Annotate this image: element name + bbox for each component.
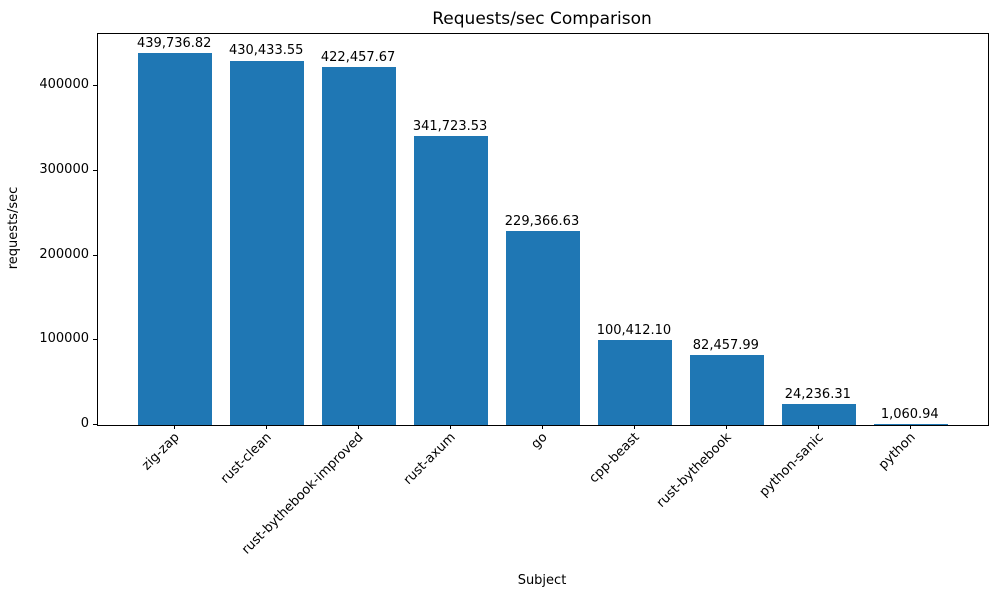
y-tick-label: 100000 (39, 331, 89, 346)
bar (598, 339, 672, 425)
bar (322, 67, 396, 425)
y-axis-tick (93, 255, 97, 256)
x-axis-tick (542, 425, 543, 429)
bar-value-label: 100,412.10 (596, 322, 672, 338)
y-axis-tick (93, 339, 97, 340)
bar-value-label: 341,723.53 (412, 118, 488, 134)
bar (230, 60, 304, 425)
y-axis-tick (93, 170, 97, 171)
bar-value-label: 1,060.94 (880, 407, 939, 422)
bar (873, 424, 948, 425)
x-axis-label: Subject (517, 573, 567, 588)
bar-value-label: 24,236.31 (784, 387, 851, 403)
y-tick-label: 300000 (39, 162, 89, 177)
bar-value-label: 430,433.55 (228, 43, 304, 59)
plot-area (97, 33, 989, 426)
x-axis-tick (450, 425, 451, 429)
bar (138, 52, 212, 425)
y-axis-tick (93, 85, 97, 86)
x-axis-tick (818, 425, 819, 429)
y-axis-tick (93, 424, 97, 425)
bar-value-label: 229,366.63 (504, 213, 580, 229)
bar-value-label: 422,457.67 (320, 50, 396, 66)
y-tick-label: 200000 (39, 247, 89, 262)
y-tick-label: 400000 (39, 77, 89, 92)
chart-title: Requests/sec Comparison (432, 9, 652, 29)
bar (506, 230, 580, 425)
bar-value-label: 439,736.82 (137, 35, 212, 51)
x-axis-tick (266, 425, 267, 429)
bar (782, 404, 856, 425)
x-axis-tick (174, 425, 175, 429)
y-tick-label: 0 (80, 416, 89, 431)
x-axis-tick (634, 425, 635, 429)
x-axis-tick (726, 425, 727, 429)
x-axis-tick (358, 425, 359, 429)
x-axis-tick (910, 425, 911, 429)
bar (414, 135, 488, 425)
bar-value-label: 82,457.99 (692, 338, 759, 354)
bar (690, 355, 764, 425)
